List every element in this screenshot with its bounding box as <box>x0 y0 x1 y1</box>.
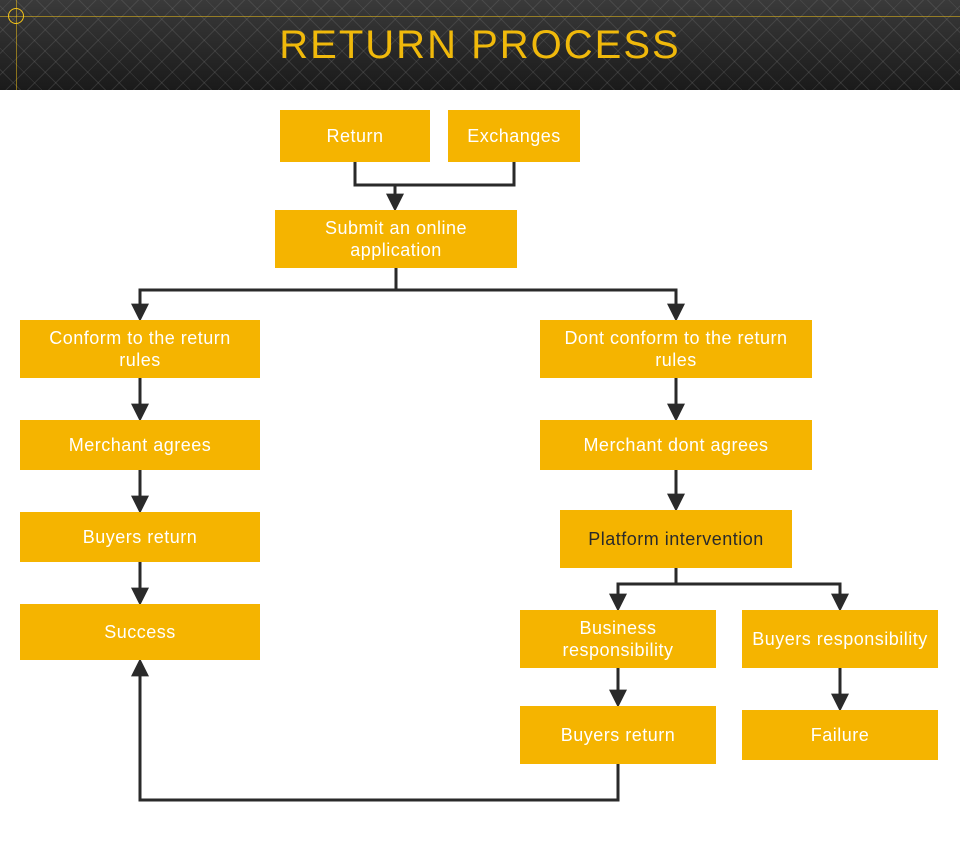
flow-edge <box>396 268 676 318</box>
flow-edge <box>355 162 395 185</box>
flow-node-success: Success <box>20 604 260 660</box>
flow-node-magree: Merchant agrees <box>20 420 260 470</box>
flow-node-breturn2: Buyers return <box>520 706 716 764</box>
flow-node-submit: Submit an online application <box>275 210 517 268</box>
flow-node-failure: Failure <box>742 710 938 760</box>
flowchart-canvas: Return Exchanges Submit an online applicat… <box>0 90 960 850</box>
flow-node-mdisagree: Merchant dont agrees <box>540 420 812 470</box>
flow-node-return: Return <box>280 110 430 162</box>
header-banner: RETURN PROCESS <box>0 0 960 90</box>
flow-edge <box>618 568 676 608</box>
flow-node-bizresp: Business responsibility <box>520 610 716 668</box>
flow-node-notconform: Dont conform to the return rules <box>540 320 812 378</box>
flow-node-conform: Conform to the return rules <box>20 320 260 378</box>
flow-edge <box>395 162 514 208</box>
corner-accent <box>6 6 28 28</box>
flow-edge <box>140 268 396 318</box>
flow-node-buyresp: Buyers responsibility <box>742 610 938 668</box>
flow-node-exchanges: Exchanges <box>448 110 580 162</box>
flow-node-breturn1: Buyers return <box>20 512 260 562</box>
flow-node-platform: Platform intervention <box>560 510 792 568</box>
flow-edge <box>676 568 840 608</box>
page-title: RETURN PROCESS <box>279 23 680 68</box>
